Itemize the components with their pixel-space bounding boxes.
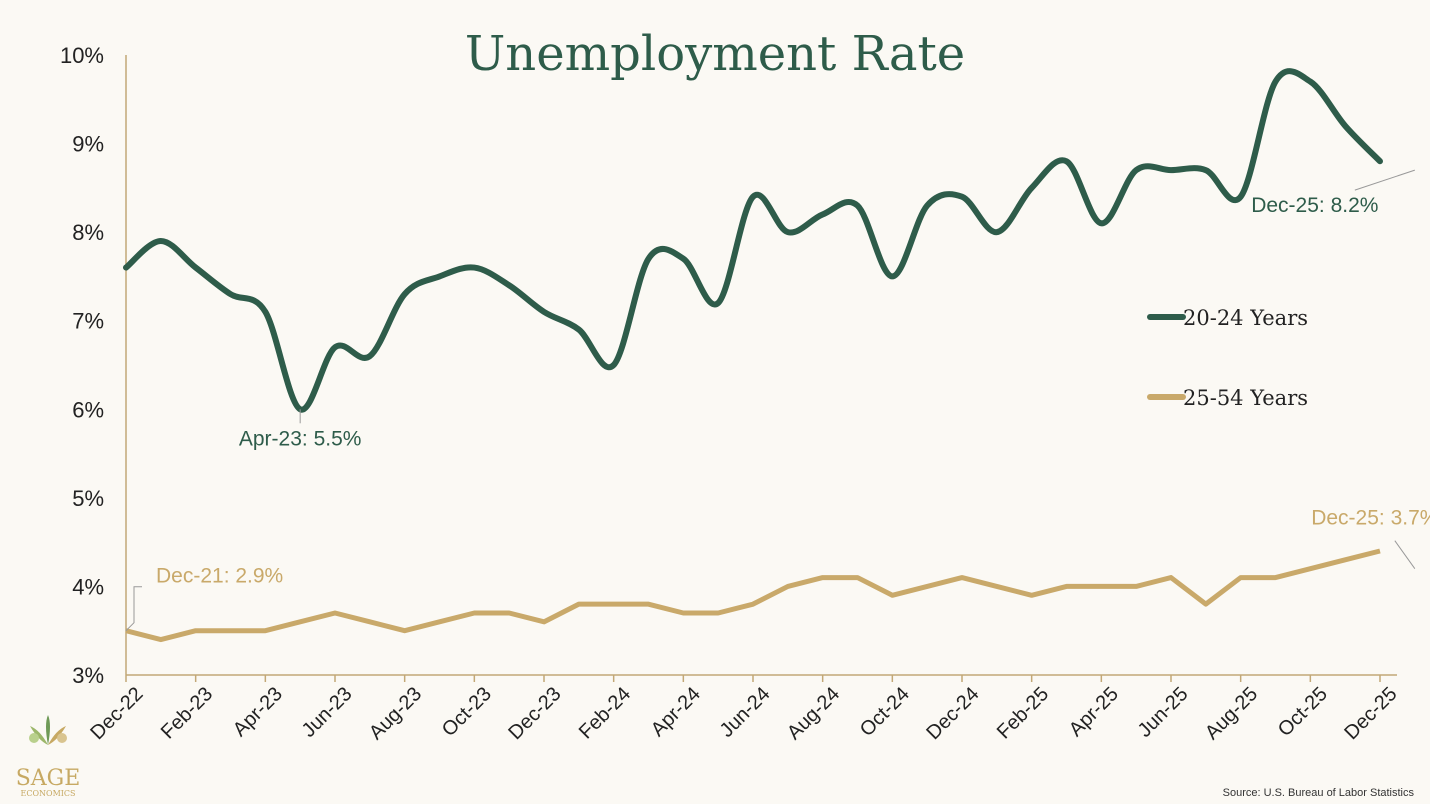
leaf-icon	[29, 715, 67, 745]
logo-name: SAGE	[16, 766, 81, 791]
legend-label-20-24: 20-24 Years	[1183, 306, 1308, 330]
logo-sub: ECONOMICS	[20, 789, 75, 798]
x-tick-label: Apr-24	[647, 683, 705, 741]
x-tick-label: Aug-23	[365, 683, 426, 744]
annotation-leader	[1354, 169, 1415, 191]
series-line-25-54	[125, 548, 1381, 643]
y-tick-label: 8%	[72, 220, 104, 245]
chart-title: Unemployment Rate	[465, 26, 965, 82]
y-axis-ticks: 3% 4% 5% 6% 7% 8% 9% 10%	[60, 43, 104, 688]
y-tick-label: 7%	[72, 309, 104, 334]
series-line-20-24	[123, 68, 1383, 413]
y-tick-label: 10%	[60, 43, 104, 68]
x-axis-ticks: Dec-22 Feb-23 Apr-23 Jun-23 Aug-23 Oct-23 Dec-…	[86, 675, 1402, 744]
annotation-label: Dec-25: 3.7%	[1311, 507, 1430, 530]
x-tick-label: Oct-24	[856, 683, 914, 741]
source-note: Source: U.S. Bureau of Labor Statistics	[1223, 787, 1415, 799]
x-tick-label: Jun-23	[298, 683, 357, 742]
annotation-leader	[1394, 540, 1416, 570]
y-tick-label: 9%	[72, 132, 104, 157]
y-tick-label: 5%	[72, 486, 104, 511]
y-tick-label: 4%	[72, 574, 104, 599]
annotation-label: Dec-25: 8.2%	[1251, 194, 1378, 217]
legend: 20-24 Years 25-54 Years	[1147, 306, 1308, 410]
annotation-label: Apr-23: 5.5%	[239, 427, 362, 450]
x-tick-label: Jun-25	[1134, 683, 1193, 742]
sage-logo: SAGE ECONOMICS	[16, 715, 81, 798]
x-tick-label: Feb-25	[993, 683, 1053, 743]
x-tick-label: Dec-25	[1340, 683, 1401, 744]
x-tick-label: Jun-24	[716, 683, 775, 742]
annotations: Apr-23: 5.5% Dec-25: 8.2% Dec-21: 2.9% Dec-…	[125, 169, 1430, 632]
annotation-label: Dec-21: 2.9%	[156, 565, 283, 588]
x-tick-label: Dec-24	[922, 683, 983, 744]
x-tick-label: Feb-24	[575, 683, 635, 743]
x-tick-label: Apr-25	[1065, 683, 1123, 741]
x-tick-label: Feb-23	[157, 683, 217, 743]
x-tick-label: Oct-25	[1274, 683, 1332, 741]
y-tick-label: 3%	[72, 663, 104, 688]
x-tick-label: Dec-22	[86, 683, 147, 744]
x-tick-label: Apr-23	[229, 683, 287, 741]
y-tick-label: 6%	[72, 397, 104, 422]
legend-label-25-54: 25-54 Years	[1183, 386, 1308, 410]
annotation-leader	[125, 586, 142, 632]
x-tick-label: Aug-25	[1201, 683, 1262, 744]
x-tick-label: Dec-23	[504, 683, 565, 744]
x-tick-label: Aug-24	[783, 683, 844, 744]
x-tick-label: Oct-23	[438, 683, 496, 741]
